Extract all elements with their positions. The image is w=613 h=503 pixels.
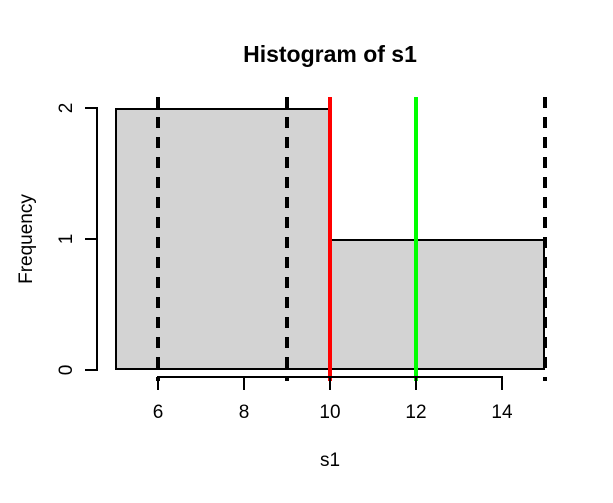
- x-axis-tick: [501, 378, 503, 390]
- x-axis-tick: [415, 378, 417, 390]
- x-tick-label: 10: [319, 402, 341, 423]
- x-tick-label: 12: [405, 402, 427, 423]
- dashed-line-x15: [543, 97, 547, 381]
- dashed-line-x6: [156, 97, 160, 381]
- green-line-x12: [414, 97, 418, 381]
- x-axis-label: s1: [319, 450, 341, 471]
- chart-title: Histogram of s1: [243, 41, 417, 67]
- x-tick-label: 6: [152, 402, 164, 423]
- y-axis-tick: [85, 369, 96, 371]
- x-axis-tick: [329, 378, 331, 390]
- y-axis-line: [96, 107, 98, 371]
- dashed-line-x9: [285, 97, 289, 381]
- y-tick-label: 2: [56, 102, 77, 114]
- y-tick-label: 1: [56, 233, 77, 245]
- x-tick-label: 14: [491, 402, 513, 423]
- y-axis-label: Frequency: [16, 194, 37, 284]
- y-axis-tick: [85, 238, 96, 240]
- red-line-x10: [328, 97, 332, 381]
- histogram-bar: [330, 239, 545, 370]
- y-tick-label: 0: [56, 364, 77, 376]
- x-axis-line: [157, 376, 503, 378]
- x-axis-tick: [243, 378, 245, 390]
- x-tick-label: 8: [238, 402, 250, 423]
- x-axis-tick: [157, 378, 159, 390]
- y-axis-tick: [85, 107, 96, 109]
- histogram-bar: [115, 108, 330, 370]
